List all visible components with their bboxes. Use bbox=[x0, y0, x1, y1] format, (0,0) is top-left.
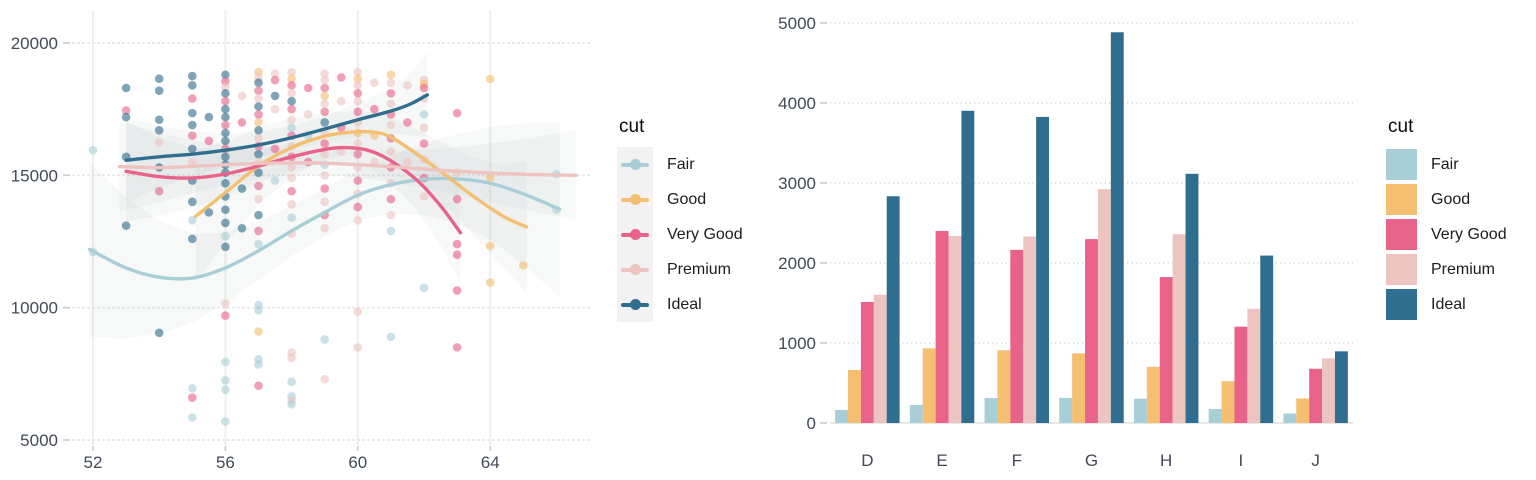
svg-text:15000: 15000 bbox=[11, 166, 58, 185]
svg-text:60: 60 bbox=[348, 453, 367, 472]
svg-text:4000: 4000 bbox=[778, 94, 816, 113]
legend-label: Very Good bbox=[667, 225, 743, 243]
svg-text:1000: 1000 bbox=[778, 334, 816, 353]
svg-text:J: J bbox=[1311, 451, 1320, 470]
bar-legend-item-very-good: Very Good bbox=[1386, 217, 1507, 252]
svg-text:10000: 10000 bbox=[11, 299, 58, 318]
scatter-smooth-lines bbox=[87, 93, 578, 281]
bar-plot: 0 1000 2000 3000 4000 5000 D E F G H I J bbox=[778, 14, 1353, 470]
scatter-confidence-ribbons bbox=[89, 52, 577, 339]
smooth-point-key-icon bbox=[617, 287, 653, 322]
legend-label: Ideal bbox=[1431, 295, 1466, 313]
fill-swatch-icon bbox=[1386, 289, 1417, 320]
svg-text:0: 0 bbox=[807, 414, 816, 433]
scatter-legend-item-premium: Premium bbox=[617, 252, 743, 287]
scatter-legend-item-very-good: Very Good bbox=[617, 217, 743, 252]
bar-axes: 0 1000 2000 3000 4000 5000 D E F G H I J bbox=[778, 14, 1320, 470]
svg-text:H: H bbox=[1160, 451, 1172, 470]
bar-legend-items: Fair Good Very Good Premium Ideal bbox=[1386, 147, 1507, 322]
bar-legend-item-good: Good bbox=[1386, 182, 1507, 217]
scatter-axes: 52 56 60 64 5000 10000 15000 20000 bbox=[11, 34, 500, 472]
bar-legend-title: cut bbox=[1388, 116, 1414, 137]
legend-label: Good bbox=[1431, 190, 1471, 208]
fill-swatch-icon bbox=[1386, 184, 1417, 215]
svg-text:5000: 5000 bbox=[778, 14, 816, 33]
svg-text:20000: 20000 bbox=[11, 34, 58, 53]
svg-text:F: F bbox=[1012, 451, 1022, 470]
bar-legend: cut Fair Good Very Good Premium Ideal bbox=[1386, 116, 1507, 322]
scatter-legend-title: cut bbox=[619, 116, 645, 137]
scatter-legend-item-good: Good bbox=[617, 182, 743, 217]
svg-text:56: 56 bbox=[216, 453, 235, 472]
legend-label: Premium bbox=[1431, 260, 1496, 278]
scatter-legend-item-fair: Fair bbox=[617, 147, 743, 182]
svg-text:G: G bbox=[1085, 451, 1098, 470]
smooth-point-key-icon bbox=[617, 217, 653, 252]
bar-legend-item-fair: Fair bbox=[1386, 147, 1507, 182]
svg-text:5000: 5000 bbox=[20, 431, 58, 450]
svg-text:2000: 2000 bbox=[778, 254, 816, 273]
svg-text:E: E bbox=[936, 451, 947, 470]
svg-text:3000: 3000 bbox=[778, 174, 816, 193]
legend-label: Ideal bbox=[667, 295, 702, 313]
legend-label: Very Good bbox=[1431, 225, 1507, 243]
svg-text:I: I bbox=[1239, 451, 1244, 470]
scatter-legend-items: Fair Good Very Good Premium Ideal bbox=[617, 147, 743, 322]
bar-legend-item-premium: Premium bbox=[1386, 252, 1507, 287]
fill-swatch-icon bbox=[1386, 219, 1417, 250]
fill-swatch-icon bbox=[1386, 254, 1417, 285]
scatter-legend: cut Fair Good Very Good Premium Ideal bbox=[617, 116, 743, 322]
svg-text:52: 52 bbox=[84, 453, 103, 472]
svg-text:D: D bbox=[861, 451, 873, 470]
scatter-legend-item-ideal: Ideal bbox=[617, 287, 743, 322]
legend-label: Fair bbox=[667, 155, 695, 173]
smooth-point-key-icon bbox=[617, 252, 653, 287]
smooth-point-key-icon bbox=[617, 147, 653, 182]
scatter-plot: 52 56 60 64 5000 10000 15000 20000 bbox=[11, 10, 590, 472]
fill-swatch-icon bbox=[1386, 149, 1417, 180]
legend-label: Premium bbox=[667, 260, 732, 278]
smooth-point-key-icon bbox=[617, 182, 653, 217]
svg-text:64: 64 bbox=[481, 453, 500, 472]
legend-label: Fair bbox=[1431, 155, 1459, 173]
bar-legend-item-ideal: Ideal bbox=[1386, 287, 1507, 322]
legend-label: Good bbox=[667, 190, 707, 208]
bar-series-bars bbox=[835, 32, 1348, 424]
